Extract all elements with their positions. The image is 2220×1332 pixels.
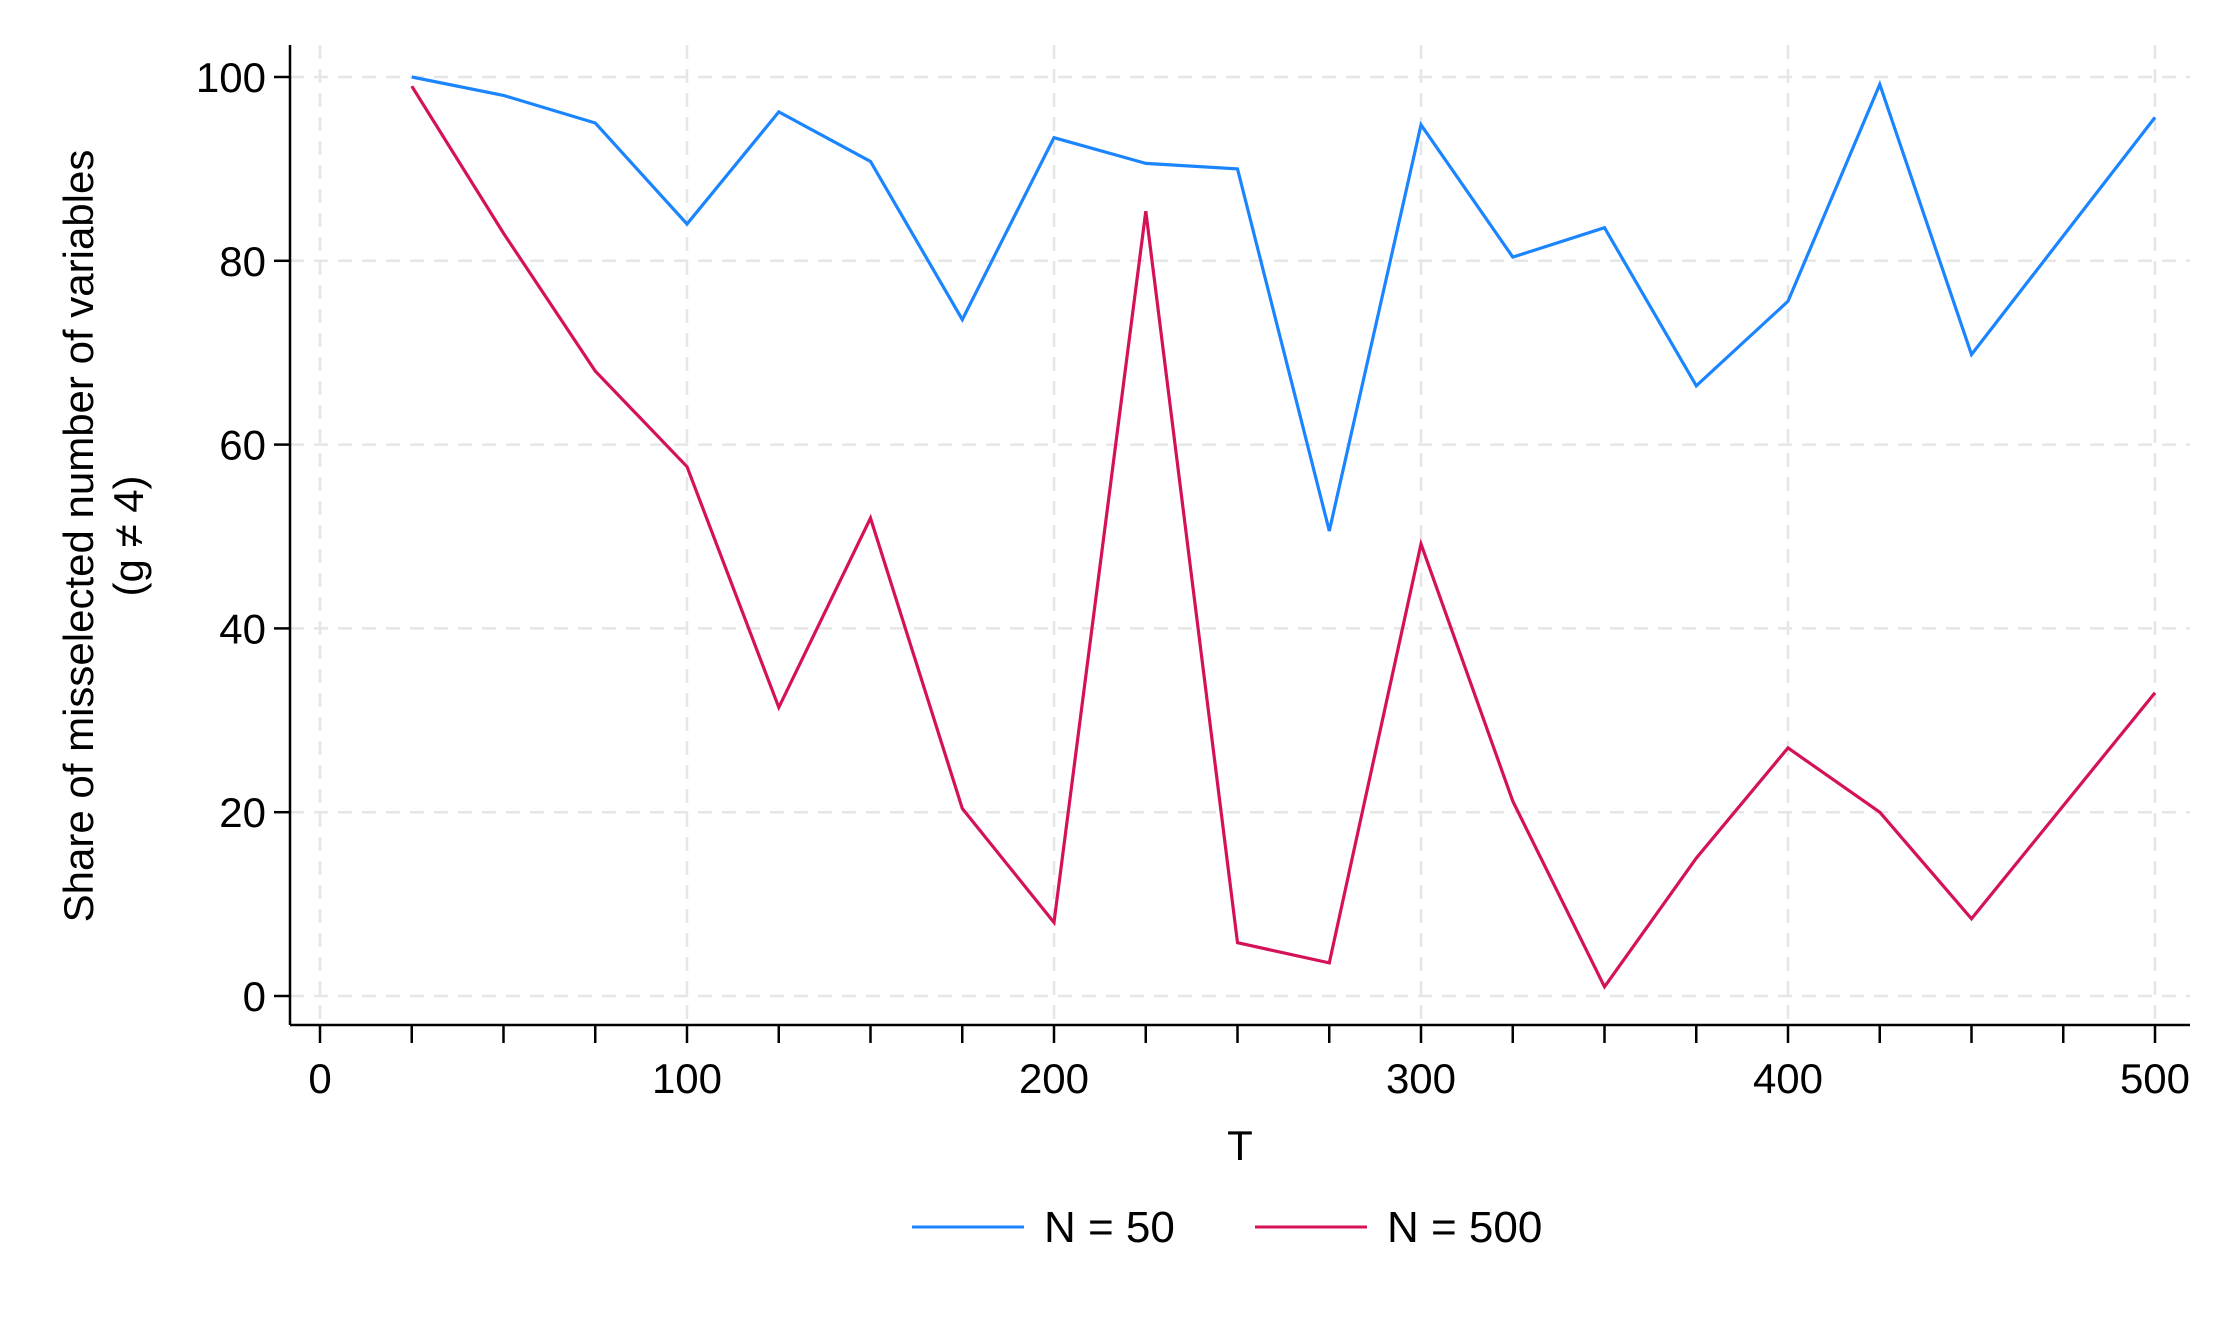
y-tick-label: 40 [219,605,266,652]
legend-label-n500: N = 500 [1387,1203,1542,1252]
x-tick-label: 300 [1386,1055,1456,1102]
x-tick-label: 100 [652,1055,722,1102]
y-tick-label: 20 [219,789,266,836]
series-line-n500 [410,85,2157,990]
series-layer [410,75,2157,990]
legend: N = 50 N = 500 [912,1203,1542,1252]
x-axis-label: T [1227,1122,1253,1169]
y-axis-label: Share of misselected number of variables [55,150,102,923]
x-tick-label: 0 [308,1055,331,1102]
x-tick-label: 200 [1019,1055,1089,1102]
y-tick-label: 0 [243,973,266,1020]
y-tick-label: 60 [219,422,266,469]
x-tick-label: 400 [1753,1055,1823,1102]
y-tick-label: 100 [196,54,266,101]
y-ticks: 0 20 40 60 80 100 [196,54,290,1020]
series-line-n50 [411,75,2157,532]
y-axis-label-line2: (g ≠ 4) [105,475,152,596]
y-tick-label: 80 [219,238,266,285]
axes [288,45,2190,1027]
grid-lines [290,45,2190,1025]
legend-label-n50: N = 50 [1044,1203,1175,1252]
x-ticks: 0 100 200 300 400 500 [308,1025,2190,1102]
x-tick-label: 500 [2120,1055,2190,1102]
